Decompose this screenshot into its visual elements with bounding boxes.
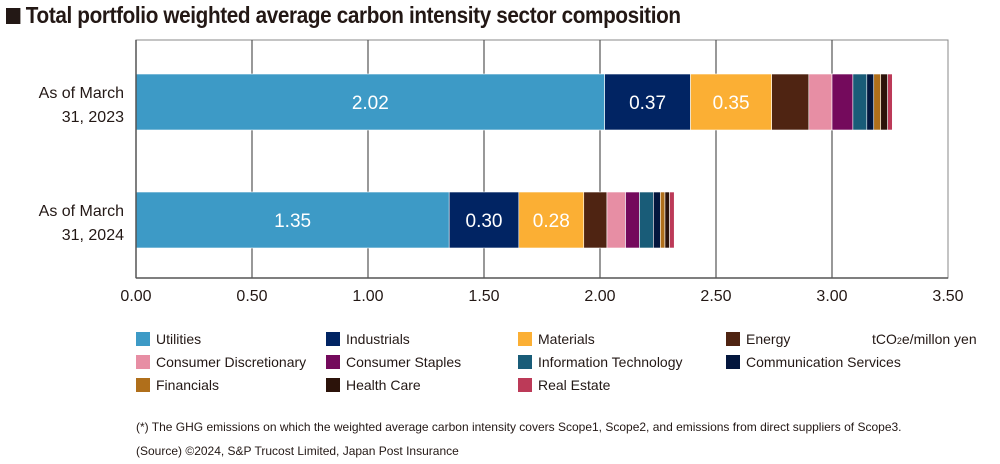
bar-segment-utilities bbox=[135, 73, 605, 131]
bar-segment-real-estate bbox=[887, 73, 893, 131]
category-label: 31, 2023 bbox=[62, 109, 124, 126]
bar-segment-materials bbox=[518, 191, 585, 249]
x-tick-label: 3.50 bbox=[932, 288, 963, 305]
x-tick-label: 0.50 bbox=[236, 288, 267, 305]
data-label: 0.35 bbox=[713, 93, 750, 114]
bar-segment-financials bbox=[660, 191, 666, 249]
title-square-icon bbox=[6, 8, 21, 24]
bar-segment-real-estate bbox=[669, 191, 675, 249]
x-tick-label: 1.00 bbox=[352, 288, 383, 305]
bar-segment-consumer-discretionary bbox=[808, 73, 833, 131]
source-note: (Source) ©2024, S&P Trucost Limited, Jap… bbox=[136, 444, 459, 458]
bar-segment-communication-services bbox=[653, 191, 661, 249]
bar-segment-information-technology bbox=[852, 73, 868, 131]
bar-segment-health-care bbox=[664, 191, 670, 249]
bar-segment-industrials bbox=[604, 73, 691, 131]
unit-label: tCO2e/millon yen bbox=[872, 331, 977, 347]
data-label: 1.35 bbox=[274, 211, 311, 232]
x-tick-label: 0.00 bbox=[120, 288, 151, 305]
bar-segment-consumer-staples bbox=[625, 191, 640, 249]
bars bbox=[135, 73, 893, 249]
bar-segment-consumer-staples bbox=[831, 73, 854, 131]
unit-subscript: 2 bbox=[896, 336, 902, 346]
bar-segment-health-care bbox=[880, 73, 888, 131]
data-label: 2.02 bbox=[352, 93, 389, 114]
axes: 0.00 0.50 1.00 1.50 2.00 2.50 3.00 3.50 As of Ma… bbox=[39, 40, 964, 305]
x-tick-label: 3.00 bbox=[816, 288, 847, 305]
unit-prefix: tCO bbox=[872, 331, 897, 347]
bar-segment-materials bbox=[690, 73, 772, 131]
bar-segment-communication-services bbox=[866, 73, 875, 131]
bar-segment-energy bbox=[771, 73, 810, 131]
bar-segment-utilities bbox=[135, 191, 450, 249]
bar-segment-information-technology bbox=[639, 191, 654, 249]
chart-title-text: Total portfolio weighted average carbon … bbox=[25, 2, 681, 28]
category-label: As of March bbox=[39, 85, 124, 102]
data-labels: 2.02 0.37 0.35 1.35 0.30 0.28 bbox=[274, 93, 749, 232]
x-tick-label: 2.00 bbox=[584, 288, 615, 305]
data-label: 0.28 bbox=[533, 211, 570, 232]
footnote: (*) The GHG emissions on which the weigh… bbox=[136, 420, 902, 434]
data-label: 0.37 bbox=[629, 93, 666, 114]
x-tick-label: 1.50 bbox=[468, 288, 499, 305]
bar-segment-industrials bbox=[448, 191, 520, 249]
category-label: 31, 2024 bbox=[62, 227, 124, 244]
bar-segment-energy bbox=[583, 191, 608, 249]
unit-suffix: e/millon yen bbox=[901, 331, 977, 347]
x-tick-label: 2.50 bbox=[700, 288, 731, 305]
bar-segment-consumer-discretionary bbox=[606, 191, 626, 249]
data-label: 0.30 bbox=[466, 211, 503, 232]
chart-title: Total portfolio weighted average carbon … bbox=[6, 2, 681, 29]
category-label: As of March bbox=[39, 203, 124, 220]
bar-segment-financials bbox=[873, 73, 882, 131]
